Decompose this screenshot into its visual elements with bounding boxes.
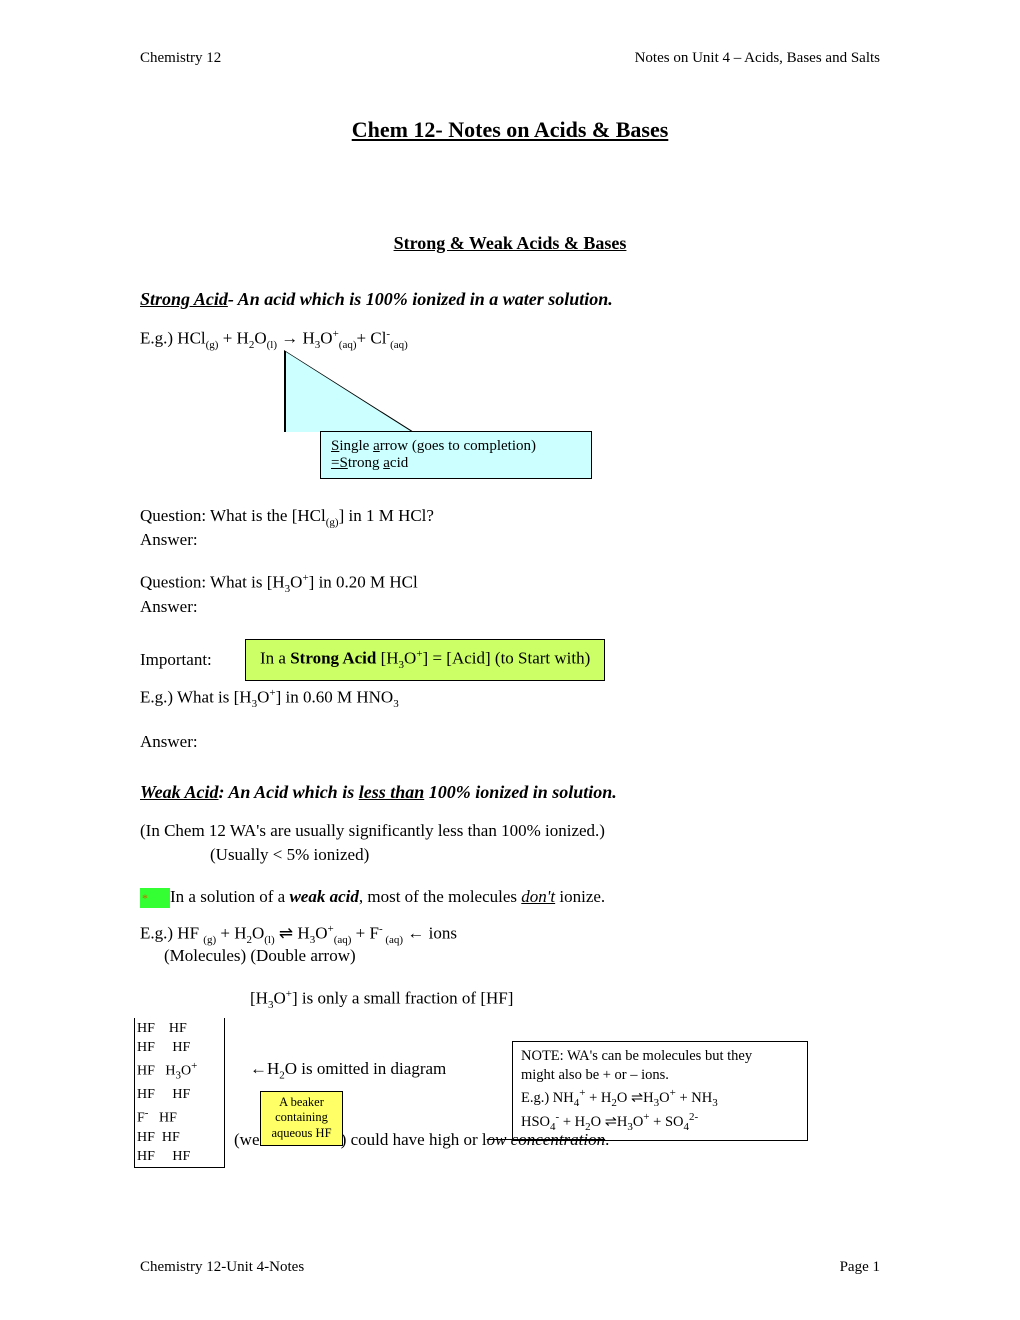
weak-acid-definition: Weak Acid: An Acid which is less than 10… [140, 782, 880, 803]
hf-row: F- HF [137, 1104, 222, 1128]
equation-hf-labels: (Molecules) (Double arrow) [164, 946, 880, 966]
wa-note-1: (In Chem 12 WA's are usually significant… [140, 821, 880, 841]
question-2: Question: What is [H3O+] in 0.20 M HCl [140, 572, 880, 595]
hf-row: HF HF [137, 1128, 222, 1147]
note-line-3: E.g.) NH4+ + H2O ⇌H3O+ + NH3 [521, 1090, 718, 1106]
green-highlight-box: In a Strong Acid [H3O+] = [Acid] (to Sta… [245, 639, 605, 680]
important-label: Important: [140, 650, 245, 670]
hf-row: HF H3O+ [137, 1057, 222, 1085]
strong-acid-term: Strong Acid [140, 289, 228, 309]
strong-acid-definition: Strong Acid- An acid which is 100% ioniz… [140, 289, 880, 310]
answer-1: Answer: [140, 530, 880, 550]
note-box-wa-ions: NOTE: WA's can be molecules but they mig… [512, 1041, 808, 1141]
hf-row: HF HF [137, 1085, 222, 1104]
page-footer: Chemistry 12-Unit 4-Notes Page 1 [140, 1259, 880, 1276]
hf-row: HF HF [137, 1038, 222, 1057]
wa-note-2: (Usually < 5% ionized) [210, 845, 880, 865]
hf-row: HF HF [137, 1147, 222, 1166]
note-line-2: might also be + or – ions. [521, 1067, 669, 1083]
fraction-note: [H3O+] is only a small fraction of [HF] [250, 988, 880, 1011]
question-1: Question: What is the [HCl(g)] in 1 M HC… [140, 506, 880, 528]
section-subtitle: Strong & Weak Acids & Bases [140, 233, 880, 254]
header-right: Notes on Unit 4 – Acids, Bases and Salts [635, 50, 880, 67]
footer-right: Page 1 [840, 1259, 880, 1276]
note-line-1: NOTE: WA's can be molecules but they [521, 1048, 752, 1064]
important-row: Important: In a Strong Acid [H3O+] = [Ac… [140, 639, 880, 680]
footer-left: Chemistry 12-Unit 4-Notes [140, 1259, 304, 1276]
yellow-beaker-label: A beaker containing aqueous HF [260, 1091, 343, 1146]
equation-hf: E.g.) HF (g) + H2O(l) ⇌ H3O+(aq) + F- (a… [140, 923, 880, 946]
beaker-diagram-region: HF HF HF HF HF H3O+ HF HF F- HF HF HF HF… [140, 1021, 880, 1161]
weak-acid-term: Weak Acid [140, 782, 219, 802]
equation-hcl: E.g.) HCl(g) + H2O(l) → H3O+(aq)+ Cl-(aq… [140, 328, 880, 351]
note-line-4: HSO4- + H2O ⇌H3O+ + SO42- [521, 1114, 698, 1130]
callout-box-single-arrow: Single arrow (goes to completion) =Stron… [320, 431, 592, 479]
header-left: Chemistry 12 [140, 50, 221, 67]
star-highlight: * [140, 888, 170, 908]
page-header: Chemistry 12 Notes on Unit 4 – Acids, Ba… [140, 50, 880, 67]
callout-pointer [286, 352, 412, 432]
answer-2: Answer: [140, 597, 880, 617]
beaker-box: HF HF HF HF HF H3O+ HF HF F- HF HF HF HF… [134, 1018, 225, 1168]
answer-3: Answer: [140, 732, 880, 752]
callout-single-arrow: Single arrow (goes to completion) =Stron… [140, 356, 880, 496]
strong-acid-def-text: - An acid which is 100% ionized in a wat… [228, 289, 608, 309]
h2o-omitted-note: ←H2O is omitted in diagram [250, 1059, 446, 1081]
example-hno3: E.g.) What is [H3O+] in 0.60 M HNO3 [140, 687, 880, 710]
page-title: Chem 12- Notes on Acids & Bases [140, 117, 880, 143]
star-note: *In a solution of a weak acid, most of t… [140, 887, 880, 908]
hf-row: HF HF [137, 1019, 222, 1038]
